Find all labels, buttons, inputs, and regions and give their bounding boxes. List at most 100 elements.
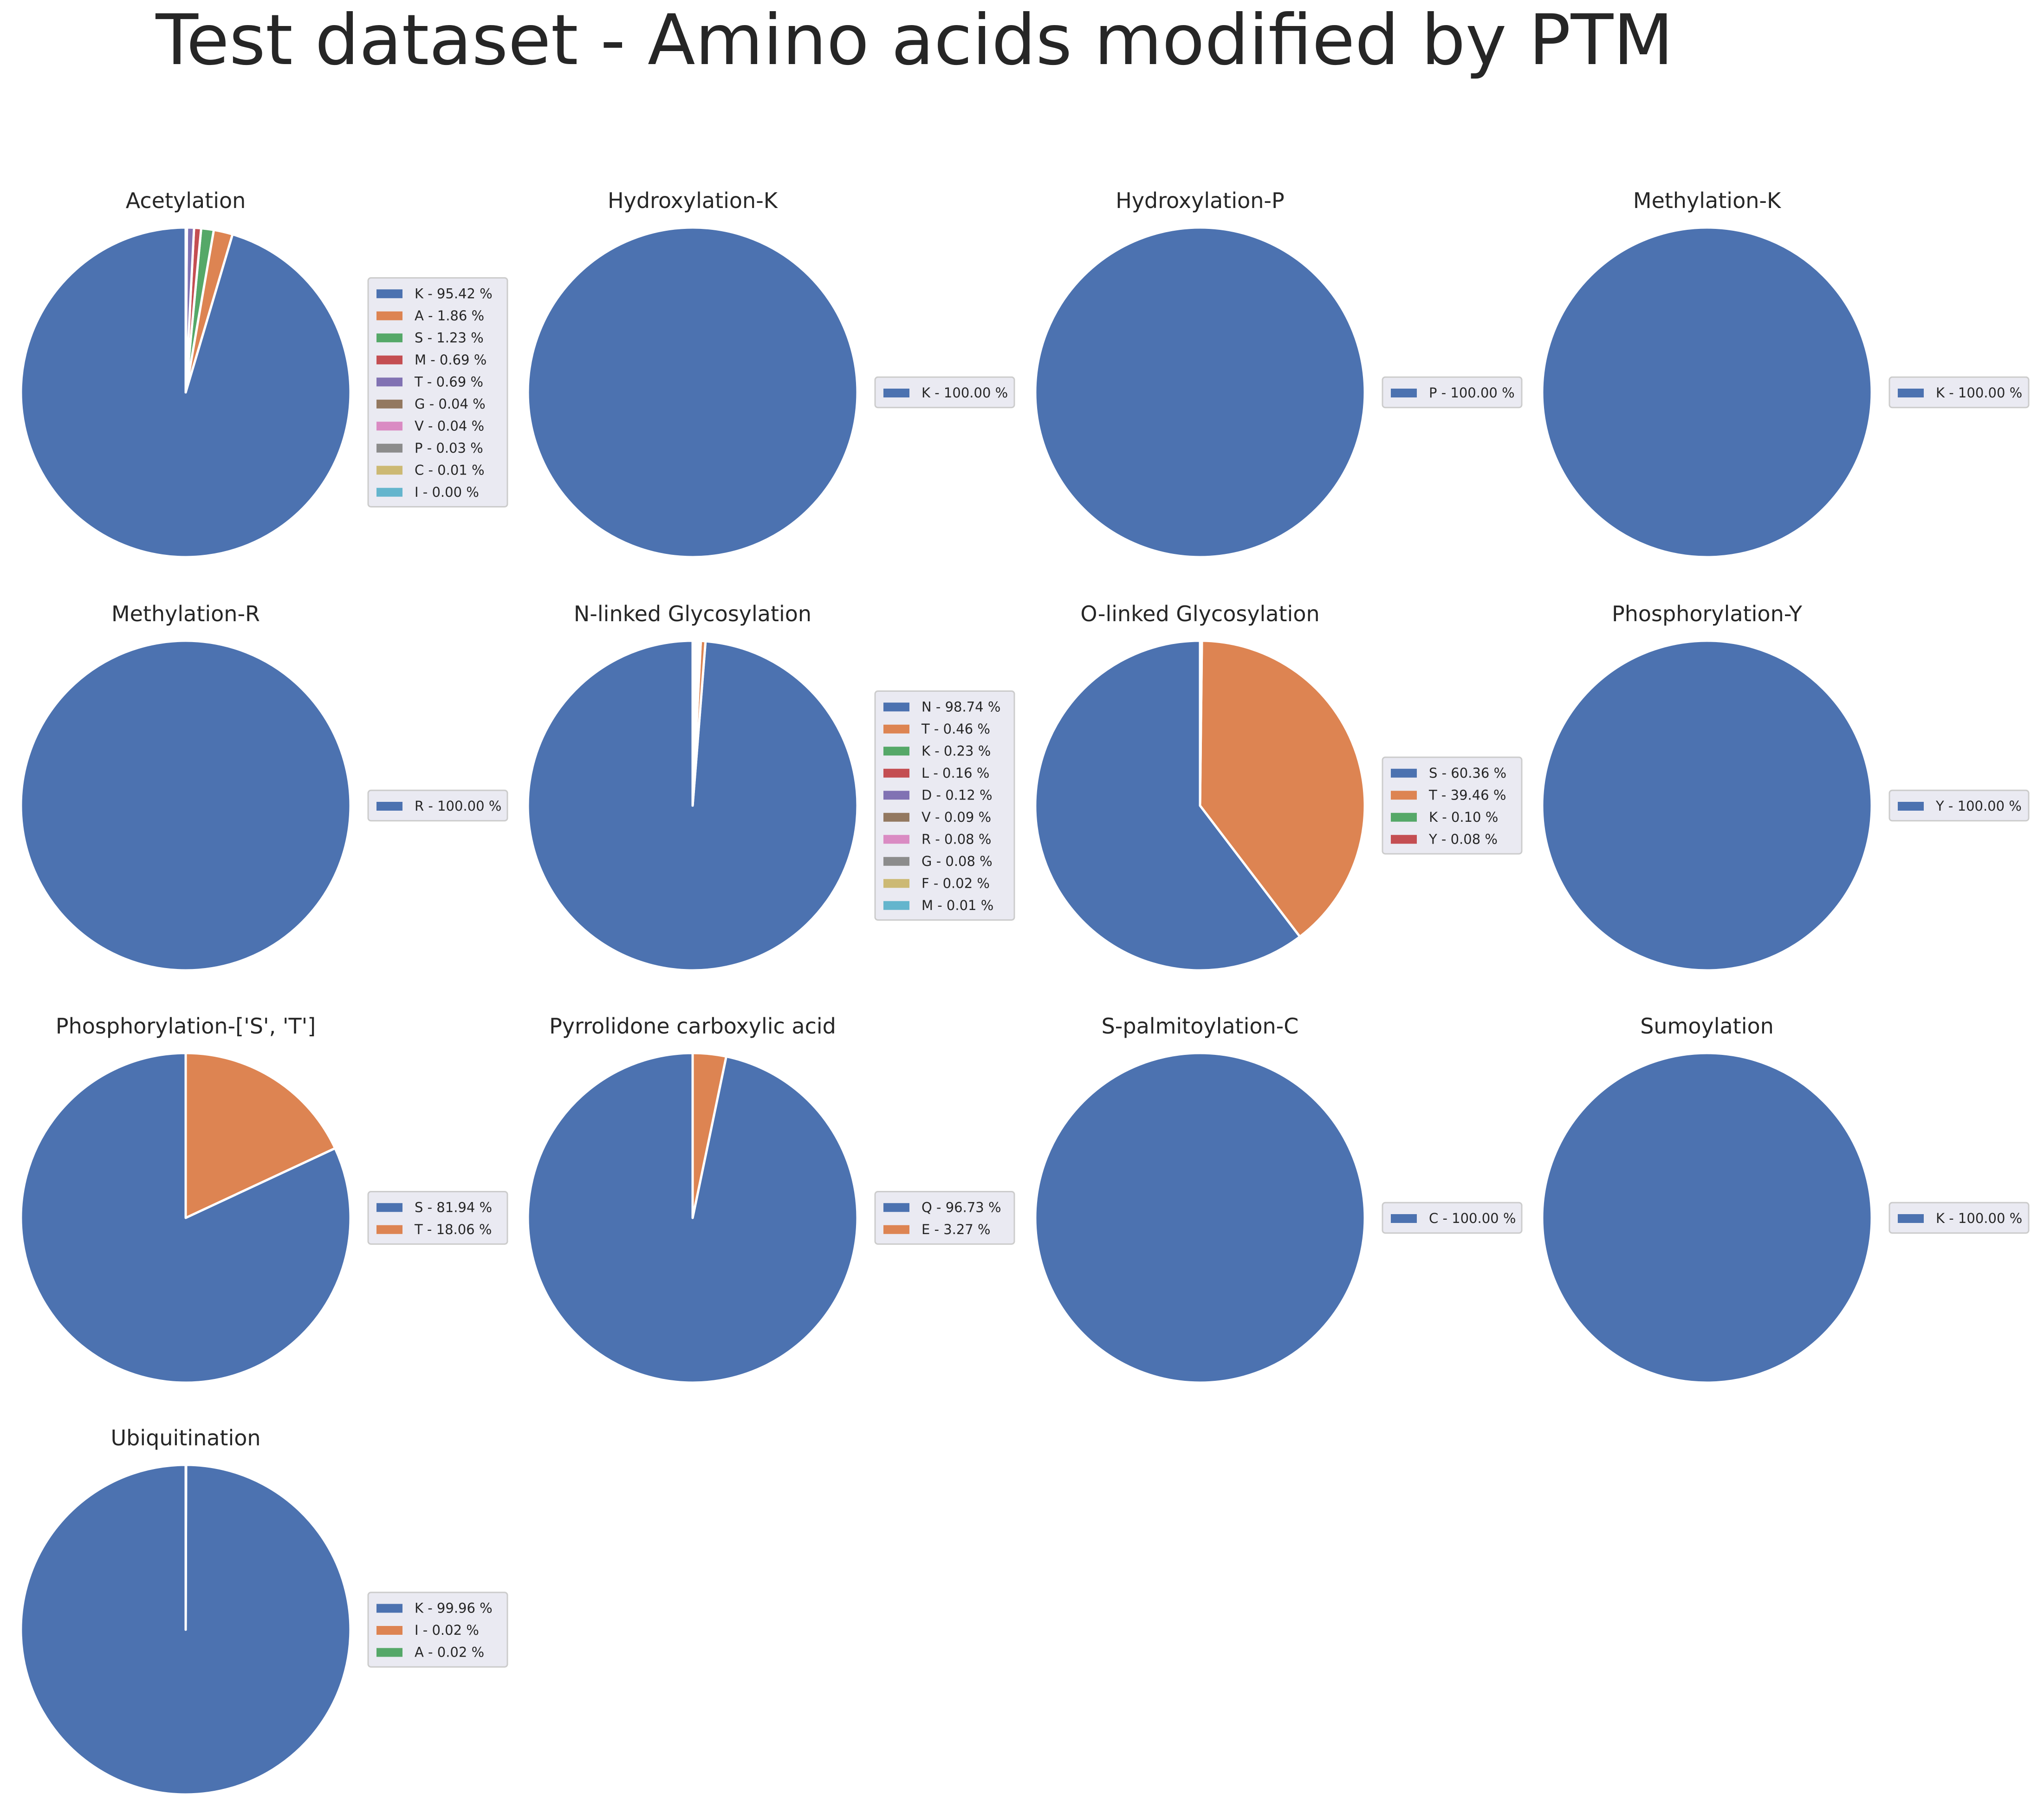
pie-legend: P - 100.00 % <box>1382 376 1523 409</box>
pie-panel: Methylation-R R - 100.00 % <box>19 601 508 972</box>
legend-swatch <box>883 1225 909 1234</box>
legend-label: T - 0.46 % <box>921 721 990 737</box>
legend-swatch <box>1391 791 1417 800</box>
legend-label: G - 0.04 % <box>415 396 486 412</box>
legend-label: R - 100.00 % <box>415 798 501 814</box>
legend-swatch <box>883 747 909 756</box>
pie-panel: Ubiquitination K - 99.96 % I - 0.02 % A - 0… <box>19 1425 508 1796</box>
legend-frame <box>874 690 1015 921</box>
legend-label: F - 0.02 % <box>921 875 990 891</box>
legend-label: E - 3.27 % <box>921 1222 991 1237</box>
legend-label: Y - 100.00 % <box>1935 798 2022 814</box>
legend-label: A - 0.02 % <box>415 1645 484 1660</box>
pie-panels: Acetylation K - 95.42 % A - 1.86 % S - 1.23… <box>19 188 2030 1796</box>
legend-label: Y - 0.08 % <box>1428 831 1498 847</box>
legend-swatch <box>1391 1214 1417 1223</box>
legend-label: S - 1.23 % <box>415 330 484 345</box>
legend-label: S - 60.36 % <box>1429 765 1506 781</box>
pie-slice <box>1034 1052 1366 1384</box>
pie-panel: Hydroxylation-K K - 100.00 % <box>526 188 1015 559</box>
legend-swatch <box>883 724 909 734</box>
legend-label: P - 0.03 % <box>415 440 483 456</box>
pie-slice <box>526 226 859 559</box>
pie-legend: C - 100.00 % <box>1382 1202 1523 1234</box>
pie-slice <box>19 1052 352 1384</box>
pie-title: Methylation-R <box>111 601 260 626</box>
pie-slice <box>1541 226 1873 559</box>
pie-slice <box>1541 1052 1873 1384</box>
legend-label: R - 0.08 % <box>921 831 991 847</box>
legend-label: V - 0.04 % <box>415 418 484 434</box>
legend-frame <box>367 1592 508 1668</box>
legend-swatch <box>376 1648 402 1657</box>
pie-title: Ubiquitination <box>110 1425 260 1450</box>
legend-swatch <box>1391 389 1417 397</box>
legend-label: C - 0.01 % <box>415 462 485 478</box>
legend-swatch <box>376 355 402 364</box>
legend-swatch <box>376 311 402 320</box>
pie-panel: Pyrrolidone carboxylic acid Q - 96.73 % E … <box>526 1014 1015 1384</box>
pie-slice <box>19 639 352 972</box>
pie-title: O-linked Glycosylation <box>1080 601 1319 626</box>
pie-panel: Sumoylation K - 100.00 % <box>1541 1014 2030 1384</box>
legend-label: S - 81.94 % <box>415 1199 492 1215</box>
legend-swatch <box>376 422 402 431</box>
pie-panel: Methylation-K K - 100.00 % <box>1541 188 2030 559</box>
pie-legend: S - 60.36 % T - 39.46 % K - 0.10 % Y - 0.08… <box>1382 756 1523 855</box>
legend-frame <box>367 1191 508 1245</box>
pie-panel: Phosphorylation-['S', 'T'] S - 81.94 % T -… <box>19 1014 508 1384</box>
legend-label: M - 0.69 % <box>415 352 487 368</box>
legend-label: K - 100.00 % <box>1936 1210 2022 1226</box>
legend-label: A - 1.86 % <box>415 308 484 324</box>
legend-label: K - 100.00 % <box>921 385 1008 401</box>
pie-title: Hydroxylation-P <box>1116 188 1285 213</box>
pie-slice <box>691 1052 727 1219</box>
pie-slice <box>1199 639 1366 938</box>
legend-label: P - 100.00 % <box>1429 385 1515 401</box>
legend-swatch <box>883 791 909 800</box>
pie-panel: S-palmitoylation-C C - 100.00 % <box>1034 1014 1523 1384</box>
legend-frame <box>1888 376 2030 409</box>
pie-legend: K - 100.00 % <box>1888 1202 2030 1234</box>
legend-swatch <box>883 1203 909 1212</box>
legend-label: T - 0.69 % <box>414 374 483 390</box>
legend-label: I - 0.02 % <box>415 1622 479 1638</box>
legend-frame <box>367 789 508 822</box>
legend-frame <box>1888 1202 2030 1234</box>
legend-swatch <box>376 1626 402 1635</box>
pie-slice <box>1199 639 1202 807</box>
legend-label: K - 99.96 % <box>415 1600 493 1616</box>
pie-legend: Q - 96.73 % E - 3.27 % <box>874 1191 1015 1245</box>
pie-title: S-palmitoylation-C <box>1102 1014 1299 1039</box>
legend-frame <box>1382 1202 1523 1234</box>
pie-title: Hydroxylation-K <box>608 188 779 213</box>
legend-swatch <box>1391 768 1417 778</box>
legend-label: T - 39.46 % <box>1428 787 1506 803</box>
pie-legend: K - 95.42 % A - 1.86 % S - 1.23 % M - 0.69 … <box>367 277 508 507</box>
legend-label: I - 0.00 % <box>415 484 479 500</box>
pie-panel: Hydroxylation-P P - 100.00 % <box>1034 188 1523 559</box>
legend-frame <box>367 277 508 507</box>
legend-swatch <box>376 443 402 453</box>
legend-swatch <box>376 399 402 409</box>
pie-panel: Acetylation K - 95.42 % A - 1.86 % S - 1.23… <box>19 188 508 559</box>
legend-frame <box>1888 789 2030 822</box>
legend-swatch <box>376 802 402 811</box>
legend-label: N - 98.74 % <box>921 699 1000 715</box>
legend-label: G - 0.08 % <box>921 853 993 869</box>
pie-legend: K - 100.00 % <box>874 376 1015 409</box>
pie-legend: S - 81.94 % T - 18.06 % <box>367 1191 508 1245</box>
legend-frame <box>1382 376 1523 409</box>
legend-label: V - 0.09 % <box>921 809 991 825</box>
legend-swatch <box>376 466 402 475</box>
legend-swatch <box>1391 835 1417 844</box>
legend-frame <box>1382 756 1523 855</box>
pie-legend: N - 98.74 % T - 0.46 % K - 0.23 % L - 0.16 … <box>874 690 1015 921</box>
pie-title: Phosphorylation-['S', 'T'] <box>56 1014 316 1039</box>
pie-title: N-linked Glycosylation <box>574 601 811 626</box>
pie-title: Sumoylation <box>1640 1014 1774 1039</box>
pie-panel: Phosphorylation-Y Y - 100.00 % <box>1541 601 2030 972</box>
legend-swatch <box>1898 1214 1924 1223</box>
pie-legend: K - 99.96 % I - 0.02 % A - 0.02 % <box>367 1592 508 1668</box>
